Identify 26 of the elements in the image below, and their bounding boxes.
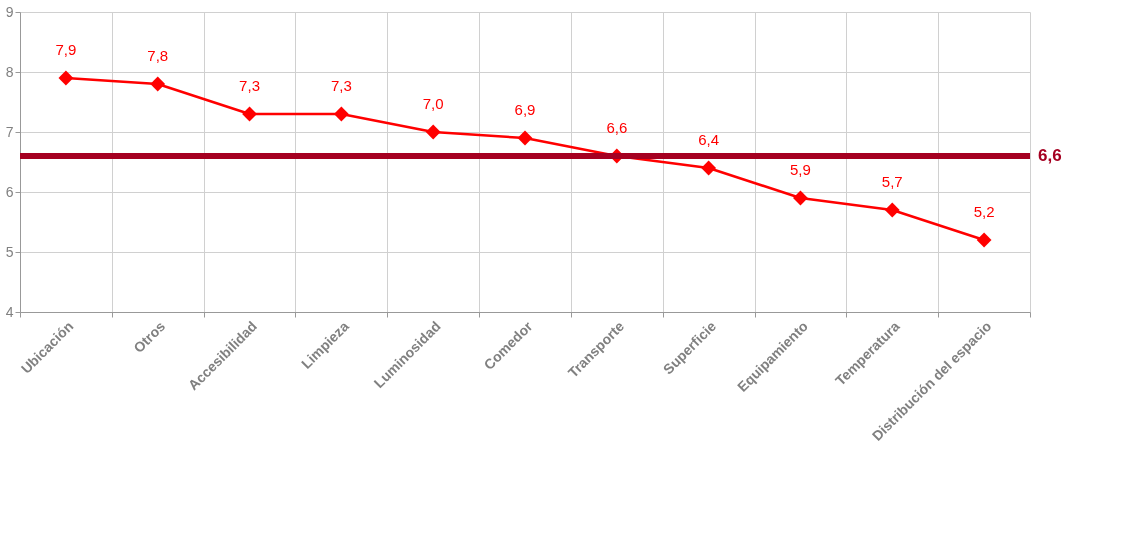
point <box>150 76 166 92</box>
y-tick-label: 4 <box>5 303 14 320</box>
data-label: 6,4 <box>698 131 720 148</box>
point <box>701 160 717 176</box>
data-label: 7,3 <box>239 77 260 94</box>
y-tick-label: 8 <box>5 63 14 80</box>
point <box>425 124 441 140</box>
point <box>976 232 992 248</box>
y-tick-label: 5 <box>5 243 14 260</box>
data-label: 7,3 <box>330 77 352 94</box>
point <box>333 106 349 122</box>
data-label: 7,9 <box>55 41 77 58</box>
data-label: 7,8 <box>147 47 169 64</box>
point <box>517 130 533 146</box>
data-label: 5,9 <box>790 161 811 178</box>
point <box>884 202 900 218</box>
ref-line-label: 6,6 <box>1038 146 1062 165</box>
y-tick-label: 6 <box>5 183 14 200</box>
data-label: 5,2 <box>973 203 995 220</box>
data-label: 6,6 <box>606 119 628 136</box>
data-label: 7,0 <box>422 95 444 112</box>
data-label: 6,9 <box>514 101 536 118</box>
point <box>58 70 74 86</box>
data-label: 5,7 <box>881 173 903 190</box>
y-tick-label: 9 <box>5 3 14 20</box>
y-tick-label: 7 <box>5 123 14 140</box>
